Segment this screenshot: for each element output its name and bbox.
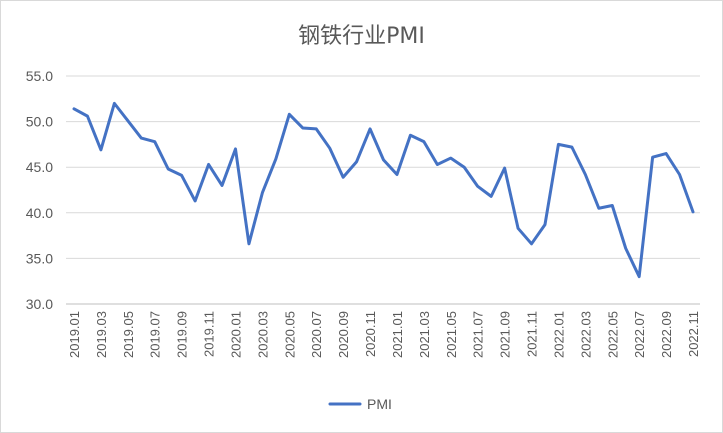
x-tick-label: 2019.09 (175, 311, 190, 358)
x-tick-label: 2021.11 (525, 311, 540, 357)
series-line-pmi (72, 101, 695, 279)
x-tick-label: 2021.03 (417, 311, 432, 358)
y-tick-label: 50.0 (26, 114, 53, 130)
x-tick-label: 2020.03 (255, 311, 270, 358)
series-layer (72, 101, 695, 279)
y-tick-label: 45.0 (26, 159, 53, 175)
x-tick-label: 2022.01 (551, 311, 566, 358)
x-axis-ticks: 2019.01 2019.03 2019.05 2019.07 2019.09 2019.… (67, 311, 701, 358)
x-tick-label: 2022.11 (686, 311, 701, 357)
legend-label-pmi: PMI (367, 396, 392, 412)
x-tick-label: 2022.09 (659, 311, 674, 358)
x-tick-label: 2020.09 (336, 311, 351, 358)
x-tick-label: 2021.07 (471, 311, 486, 358)
x-tick-label: 2019.11 (202, 311, 217, 357)
y-tick-label: 30.0 (26, 296, 53, 312)
x-tick-label: 2022.05 (605, 311, 620, 358)
x-tick-label: 2020.11 (363, 311, 378, 357)
chart-title: 钢铁行业PMI (298, 24, 425, 49)
y-tick-label: 35.0 (26, 250, 53, 266)
x-tick-label: 2020.07 (309, 311, 324, 358)
x-tick-label: 2019.01 (67, 311, 82, 358)
x-tick-label: 2022.07 (632, 311, 647, 358)
y-tick-label: 40.0 (26, 205, 53, 221)
x-tick-label: 2020.05 (282, 311, 297, 358)
x-tick-label: 2021.01 (390, 311, 405, 358)
x-tick-label: 2019.07 (148, 311, 163, 358)
x-tick-label: 2022.03 (578, 311, 593, 358)
x-tick-label: 2020.01 (228, 311, 243, 358)
x-tick-label: 2021.05 (444, 311, 459, 358)
x-tick-label: 2019.03 (94, 311, 109, 358)
x-tick-label: 2021.09 (498, 311, 513, 358)
x-tick-label: 2019.05 (121, 311, 136, 358)
gridlines (66, 75, 700, 259)
legend: PMI (328, 396, 392, 412)
y-axis-ticks: 30.0 35.0 40.0 45.0 50.0 55.0 (26, 68, 53, 312)
y-tick-label: 55.0 (26, 68, 53, 84)
